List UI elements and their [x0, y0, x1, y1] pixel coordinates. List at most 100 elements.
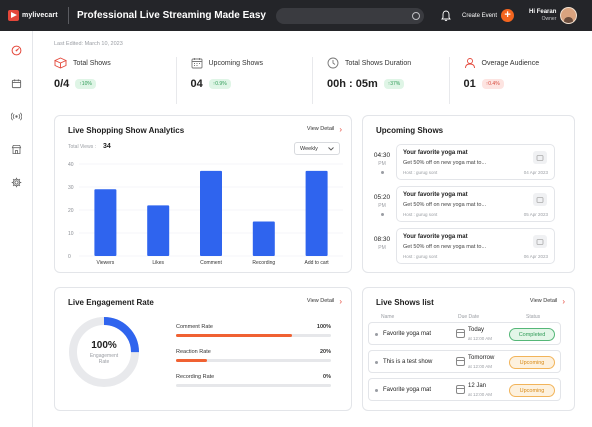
sidebar-item-live[interactable] [10, 110, 22, 122]
rate-fill [176, 334, 293, 337]
stat-label: Total Shows Duration [345, 59, 412, 67]
settings-icon [11, 177, 21, 187]
show-host: Host : gurug sont [403, 254, 438, 259]
column-header-status: Status [526, 314, 541, 320]
due-day: Tomorrow [468, 355, 495, 361]
due-day: Today [468, 327, 485, 333]
live-list-view-detail-link[interactable]: View Detail › [529, 296, 565, 306]
product-image-icon [533, 151, 547, 164]
sidebar-item-dashboard[interactable] [10, 44, 22, 56]
y-tick-label: 10 [68, 231, 74, 237]
period-select[interactable]: Weekly [294, 142, 340, 155]
bar[interactable] [252, 221, 275, 257]
sidebar-item-settings[interactable] [10, 176, 22, 188]
time-ampm: PM [378, 203, 386, 209]
live-list-title: Live Shows list [376, 298, 434, 307]
show-date: 05 Apr 2023 [523, 212, 548, 217]
total-views-label: Total Views : [68, 144, 96, 150]
row-dot [375, 389, 378, 392]
chevron-down-icon [328, 146, 334, 151]
notification-bell-icon[interactable] [441, 10, 451, 22]
bar-chart: 0 10 20 30 40 Viewers Likes Comment Recording Add… [68, 162, 343, 266]
store-icon [11, 144, 21, 154]
stat-value: 01 [463, 78, 476, 90]
view-detail-label: View Detail [306, 126, 335, 132]
rate-reaction: Reaction Rate 20% [176, 349, 331, 362]
rate-track [176, 359, 331, 362]
rate-label: Comment Rate [176, 324, 213, 330]
due-time: at 12:00 AM [468, 392, 493, 397]
create-event-label[interactable]: Create Event [462, 12, 498, 19]
bar[interactable] [147, 205, 170, 256]
stat-label: Total Shows [73, 59, 111, 67]
calendar-grid-icon [191, 58, 202, 69]
search-icon[interactable] [412, 11, 420, 20]
view-detail-label: View Detail [529, 298, 558, 304]
show-description: Get 50% off on new yoga mat to... [403, 160, 487, 166]
show-title: Your favorite yoga mat [403, 192, 468, 198]
column-header-due-date: Due Date [458, 314, 480, 320]
due-time: at 12:00 AM [468, 364, 493, 369]
trend-badge: ↑10% [75, 79, 96, 89]
avatar[interactable] [560, 7, 578, 24]
table-row[interactable]: Favorite yoga mat 12 Jan at 12:00 AM Upc… [368, 378, 561, 401]
chevron-right-icon: › [562, 296, 565, 306]
stat-upcoming-shows: Upcoming Shows 04 ↑0.9% [177, 57, 313, 104]
bar[interactable] [305, 170, 328, 256]
sidebar-item-store[interactable] [10, 143, 22, 155]
timeline-dot [380, 213, 384, 216]
engagement-title: Live Engagement Rate [68, 298, 154, 307]
x-tick-label: Add to cart [305, 260, 330, 266]
engagement-view-detail-link[interactable]: View Detail › [307, 297, 342, 305]
table-row[interactable]: Favorite yoga mat Today at 12:00 AM Comp… [368, 322, 561, 345]
sidebar-item-calendar[interactable] [10, 77, 22, 89]
stat-label: Overage Audience [481, 59, 540, 67]
time-ampm: PM [378, 245, 386, 251]
product-image-icon [533, 193, 547, 206]
engagement-card: Live Engagement Rate View Detail › 100% … [54, 287, 352, 411]
upcoming-show-item[interactable]: Your favorite yoga mat Get 50% off on ne… [396, 186, 555, 222]
status-badge: Completed [509, 328, 555, 341]
show-date: 04 Apr 2023 [523, 170, 548, 175]
stat-overage-audience: Overage Audience 01 ↑0.4% [450, 57, 586, 104]
logo[interactable]: mylivecart [8, 10, 64, 21]
calendar-icon [456, 385, 465, 394]
show-time: 05:20 PM [371, 194, 393, 216]
product-image-icon [533, 235, 547, 248]
y-tick-label: 30 [68, 185, 74, 191]
y-tick-label: 0 [68, 254, 71, 260]
y-tick-label: 20 [68, 208, 74, 214]
upcoming-show-item[interactable]: Your favorite yoga mat Get 50% off on ne… [396, 228, 555, 264]
sidebar [0, 31, 33, 427]
total-views-value: 34 [103, 143, 111, 150]
upcoming-title: Upcoming Shows [376, 126, 444, 135]
bar[interactable] [200, 170, 222, 256]
time-value: 08:30 [373, 236, 391, 243]
search-input[interactable] [276, 7, 424, 24]
analytics-view-detail-link[interactable]: View Detail › [306, 124, 342, 134]
table-row[interactable]: This is a test show Tomorrow at 12:00 AM… [368, 350, 561, 373]
rate-recording: Recording Rate 0% [176, 374, 331, 387]
rate-label: Reaction Rate [176, 349, 211, 355]
page-title: Professional Live Streaming Made Easy [77, 10, 266, 21]
engagement-ring: 100% Engagement Rate [68, 316, 140, 388]
box-icon [54, 57, 67, 69]
upcoming-show-item[interactable]: Your favorite yoga mat Get 50% off on ne… [396, 144, 555, 180]
show-time: 08:30 PM [371, 236, 393, 251]
clock-icon [327, 57, 339, 69]
rate-value: 0% [323, 374, 331, 380]
create-event-button[interactable]: + [501, 9, 515, 22]
stat-total-shows: Total Shows 0/4 ↑10% [54, 57, 177, 104]
upcoming-shows-card: Upcoming Shows 04:30 PM Your favorite yo… [362, 115, 575, 273]
y-tick-label: 40 [68, 162, 74, 168]
chevron-right-icon: › [339, 124, 342, 134]
user-info[interactable]: Hi Fearan Owner [529, 9, 556, 22]
divider [68, 7, 69, 24]
stat-value: 0/4 [54, 78, 70, 90]
trend-badge: ↑37% [383, 79, 405, 89]
bar[interactable] [94, 189, 117, 256]
stat-label: Upcoming Shows [208, 59, 263, 67]
dashboard-icon [11, 45, 21, 55]
x-tick-label: Viewers [97, 260, 115, 266]
time-ampm: PM [378, 161, 386, 167]
